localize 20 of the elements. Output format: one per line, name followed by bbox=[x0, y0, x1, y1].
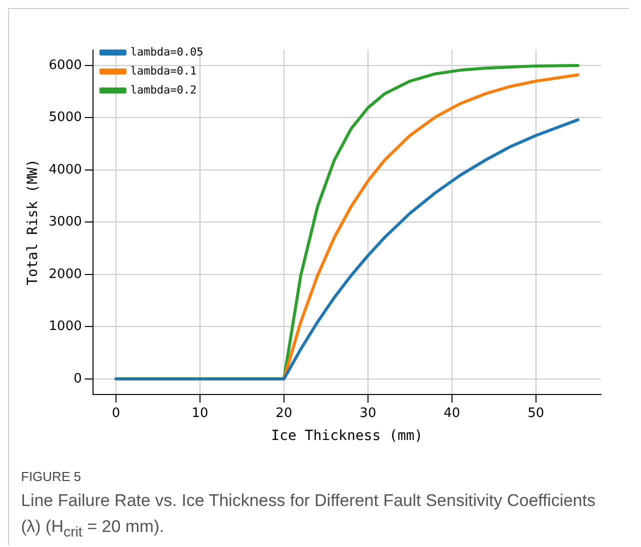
y-tick-label: 3000 bbox=[48, 214, 82, 230]
y-tick-label: 4000 bbox=[48, 162, 82, 178]
caption: FIGURE 5 bbox=[21, 469, 82, 484]
y-tick-label: 2000 bbox=[48, 266, 82, 282]
x-tick-label: 30 bbox=[360, 406, 376, 421]
x-tick-label: 20 bbox=[276, 406, 292, 421]
text: Line Failure Rate vs. Ice Thickness for Different Fault Sensitivity Coefficients (λ) (H$_{crit}$ = 20 mm). bbox=[21, 490, 596, 542]
legend-label: lambda=0.2 bbox=[130, 83, 197, 96]
legend-label: lambda=0.1 bbox=[130, 64, 197, 78]
y-tick-label: 1000 bbox=[48, 319, 82, 334]
x-tick-label: 0 bbox=[112, 406, 120, 421]
x-tick-label: 10 bbox=[192, 406, 208, 421]
x-axis-title: Ice Thickness (mm) bbox=[271, 428, 423, 444]
x-tick-label: 40 bbox=[444, 406, 460, 421]
y-tick-label: 0 bbox=[74, 371, 82, 386]
y-axis-title: Total Risk (MW) bbox=[25, 158, 42, 286]
y-tick-label: 6000 bbox=[48, 58, 82, 73]
y-tick-label: 5000 bbox=[48, 110, 82, 126]
x-tick-label: 50 bbox=[528, 406, 544, 421]
legend-label: lambda=0.05 bbox=[130, 45, 204, 58]
